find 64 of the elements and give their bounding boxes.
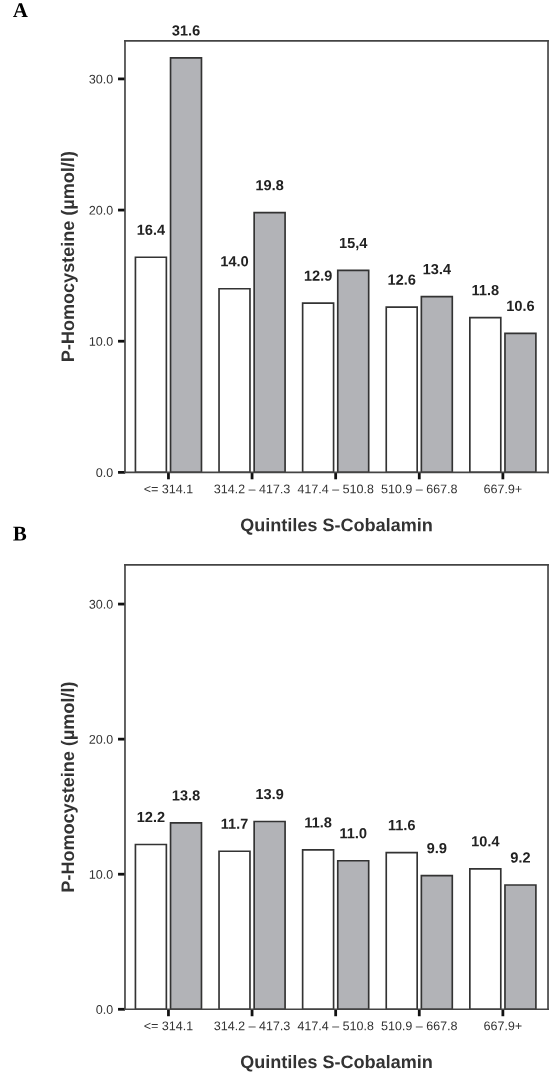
x-tick-label: 314.2 – 417.3	[214, 1021, 290, 1031]
data-label: 12.9	[304, 270, 332, 281]
y-axis-title: P-Homocysteine (µmol/l)	[60, 682, 78, 892]
bar	[469, 316, 502, 473]
data-label: 16.4	[137, 224, 166, 235]
y-tick-label: 30.0	[89, 74, 113, 84]
bar	[169, 57, 203, 473]
chart-title: A	[13, 3, 28, 18]
bar	[385, 851, 419, 1010]
bar	[301, 302, 335, 473]
y-tick-label: 0.0	[96, 468, 113, 478]
data-label: 10.4	[472, 836, 500, 847]
bar	[134, 256, 168, 473]
x-tick-label: <= 314.1	[144, 1021, 193, 1031]
bar	[253, 820, 286, 1010]
y-tick-label: 10.0	[89, 337, 113, 346]
bar	[134, 843, 168, 1010]
bar	[336, 269, 370, 473]
x-tick-label: 314.2 – 417.3	[214, 484, 290, 494]
data-label: 15,4	[339, 237, 368, 251]
bar	[504, 884, 537, 1010]
data-label: 13.9	[256, 788, 284, 800]
bar	[301, 849, 335, 1010]
y-tick-label: 0.0	[96, 1005, 113, 1014]
data-label: 31.6	[172, 25, 200, 36]
bar	[169, 822, 203, 1010]
bar	[420, 295, 454, 473]
bar	[385, 306, 419, 473]
data-label: 10.6	[507, 300, 535, 312]
data-label: 11.0	[340, 828, 367, 839]
bar	[336, 859, 370, 1010]
data-label: 19.8	[256, 180, 284, 191]
data-label: 9.9	[427, 842, 447, 854]
data-label: 11.8	[472, 284, 499, 296]
y-tick-label: 20.0	[89, 734, 113, 744]
x-axis-title: Quintiles S-Cobalamin	[240, 518, 432, 535]
x-tick-label: 667.9+	[484, 484, 522, 494]
data-label: 12.6	[388, 274, 416, 285]
bar	[218, 287, 251, 473]
bar	[504, 332, 537, 473]
x-tick-label: 417.4 – 510.8	[297, 484, 374, 494]
x-tick-label: 667.9+	[484, 1021, 522, 1031]
y-tick-label: 30.0	[89, 599, 113, 609]
y-axis-title: P-Homocysteine (µmol/l)	[60, 151, 78, 361]
data-label: 13.8	[172, 790, 200, 801]
data-label: 13.4	[423, 263, 451, 275]
bar	[469, 867, 502, 1010]
x-tick-label: 510.9 – 667.8	[381, 1021, 457, 1031]
x-axis-title: Quintiles S-Cobalamin	[240, 1054, 432, 1072]
bar	[253, 211, 286, 473]
chart-title: B	[13, 526, 27, 541]
bar	[218, 850, 251, 1010]
data-label: 11.6	[388, 819, 415, 831]
data-label: 14.0	[221, 256, 249, 267]
x-tick-label: <= 314.1	[144, 484, 193, 494]
x-tick-label: 417.4 – 510.8	[297, 1021, 374, 1031]
data-label: 12.2	[137, 811, 165, 823]
y-tick-label: 20.0	[89, 205, 113, 215]
data-label: 11.7	[221, 818, 248, 829]
data-label: 11.8	[305, 817, 332, 828]
data-label: 9.2	[510, 852, 530, 863]
y-tick-label: 10.0	[89, 870, 113, 879]
x-tick-label: 510.9 – 667.8	[381, 484, 457, 494]
bar	[420, 874, 454, 1010]
